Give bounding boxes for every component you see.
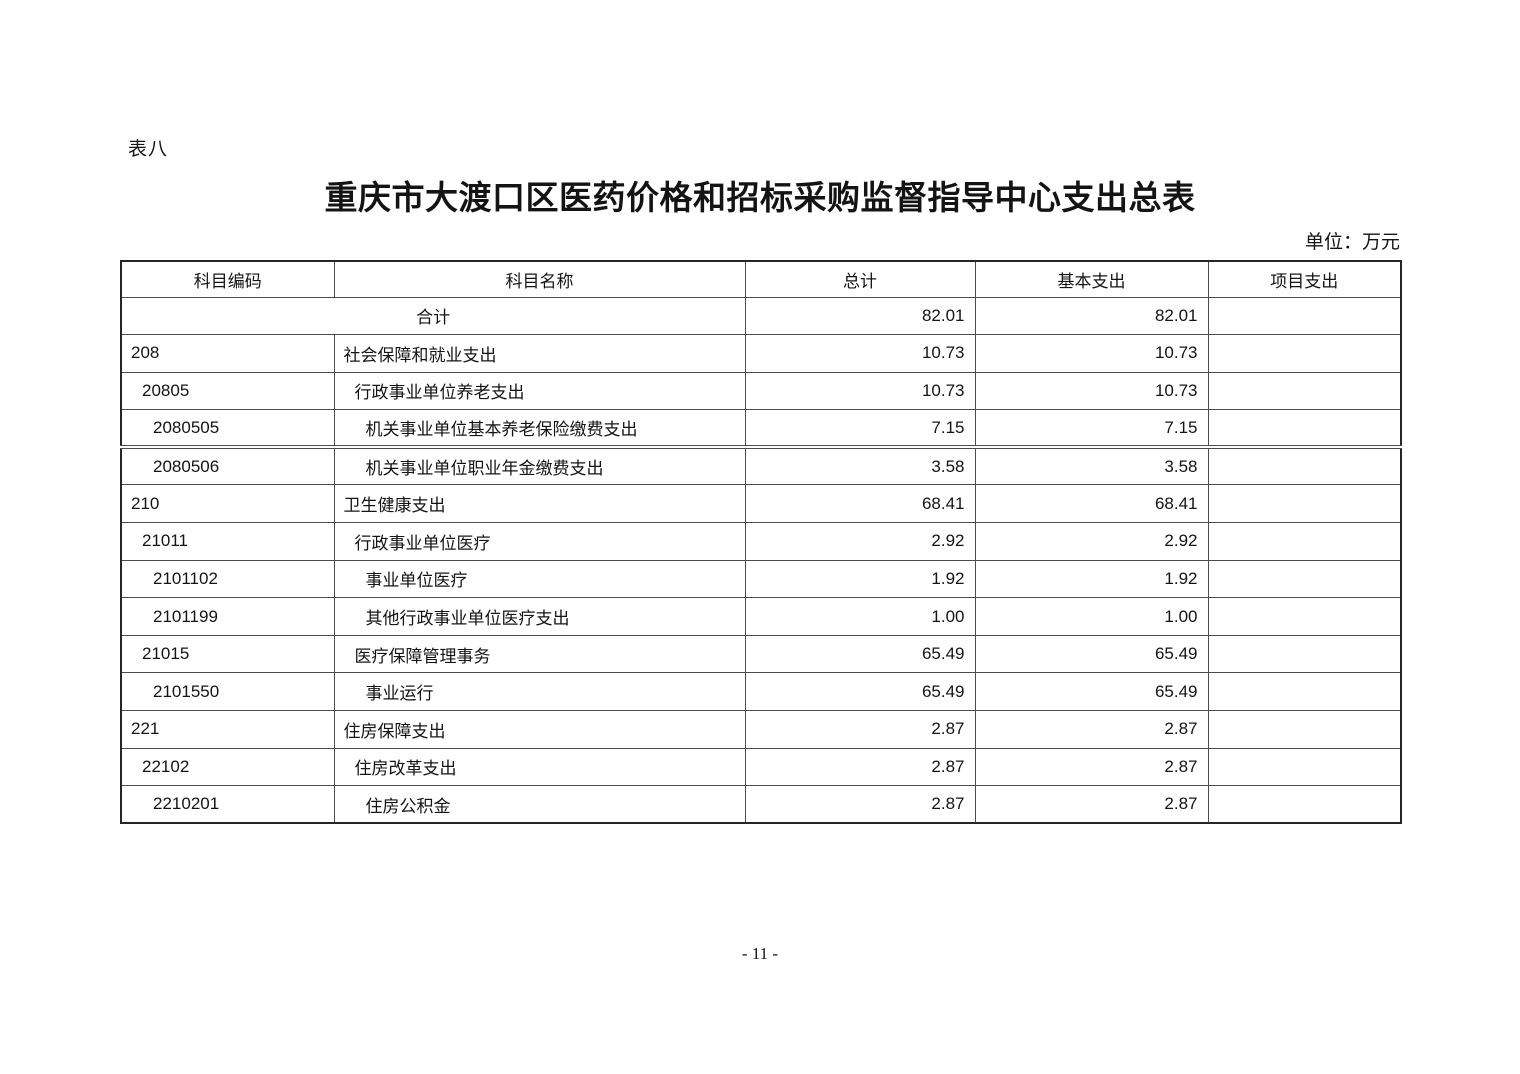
basic-amount-cell: 82.01	[974, 296, 1209, 336]
project-amount-cell	[1207, 409, 1402, 448]
subject-name-cell: 机关事业单位基本养老保险缴费支出	[333, 409, 746, 448]
subject-name-cell: 事业单位医疗	[333, 559, 746, 599]
basic-amount-cell: 2.92	[974, 522, 1209, 561]
subject-name-cell: 医疗保障管理事务	[333, 634, 746, 674]
subject-code-cell: 20805	[120, 371, 335, 411]
subject-code-cell: 2101199	[120, 597, 335, 636]
subject-code-cell: 221	[120, 710, 335, 749]
project-amount-cell	[1207, 371, 1402, 411]
column-header-basic-expenditure: 基本支出	[974, 260, 1209, 298]
basic-amount-cell: 1.92	[974, 559, 1209, 599]
project-amount-cell	[1207, 597, 1402, 636]
page-number: - 11 -	[741, 944, 779, 963]
basic-amount-cell: 3.58	[974, 445, 1209, 486]
subject-name-cell: 其他行政事业单位医疗支出	[333, 597, 746, 636]
subject-name-cell: 住房保障支出	[333, 710, 746, 749]
total-label-cell: 合计	[120, 296, 746, 336]
basic-amount-cell: 10.73	[974, 371, 1209, 411]
column-header-subject-name: 科目名称	[333, 260, 746, 298]
total-amount-cell: 10.73	[744, 371, 976, 411]
table-row: 2101102 事业单位医疗 1.92 1.92	[120, 559, 1402, 599]
project-amount-cell	[1207, 445, 1402, 486]
expenditure-summary-table: 科目编码 科目名称 总计 基本支出 项目支出 合计 82.01 82.01 208 社会…	[120, 260, 1402, 825]
project-amount-cell	[1207, 522, 1402, 561]
project-amount-cell	[1207, 484, 1402, 524]
column-header-project-expenditure: 项目支出	[1207, 260, 1402, 298]
subject-code-cell: 21015	[120, 634, 335, 674]
subject-code-cell: 21011	[120, 522, 335, 561]
project-amount-cell	[1207, 710, 1402, 749]
subject-name-cell: 行政事业单位养老支出	[333, 371, 746, 411]
project-amount-cell	[1207, 634, 1402, 674]
table-row: 2101199 其他行政事业单位医疗支出 1.00 1.00	[120, 597, 1402, 636]
basic-amount-cell: 65.49	[974, 672, 1209, 712]
table-row: 208 社会保障和就业支出 10.73 10.73	[120, 334, 1402, 373]
total-amount-cell: 2.92	[744, 522, 976, 561]
table-row: 221 住房保障支出 2.87 2.87	[120, 710, 1402, 749]
basic-amount-cell: 65.49	[974, 634, 1209, 674]
table-row: 22102 住房改革支出 2.87 2.87	[120, 747, 1402, 787]
subject-code-cell: 2210201	[120, 785, 335, 824]
total-amount-cell: 2.87	[744, 747, 976, 787]
table-row: 21011 行政事业单位医疗 2.92 2.92	[120, 522, 1402, 561]
table-row: 2210201 住房公积金 2.87 2.87	[120, 785, 1402, 824]
total-amount-cell: 2.87	[744, 785, 976, 824]
table-row: 2080505 机关事业单位基本养老保险缴费支出 7.15 7.15	[120, 409, 1402, 448]
total-amount-cell: 68.41	[744, 484, 976, 524]
project-amount-cell	[1207, 672, 1402, 712]
total-amount-cell: 3.58	[744, 445, 976, 486]
total-amount-cell: 10.73	[744, 334, 976, 373]
basic-amount-cell: 7.15	[974, 409, 1209, 448]
subject-name-cell: 住房公积金	[333, 785, 746, 824]
basic-amount-cell: 1.00	[974, 597, 1209, 636]
subject-name-cell: 卫生健康支出	[333, 484, 746, 524]
subject-name-cell: 住房改革支出	[333, 747, 746, 787]
project-amount-cell	[1207, 785, 1402, 824]
subject-name-cell: 行政事业单位医疗	[333, 522, 746, 561]
column-header-subject-code: 科目编码	[120, 260, 335, 298]
table-row-total: 合计 82.01 82.01	[120, 296, 1402, 336]
subject-name-cell: 事业运行	[333, 672, 746, 712]
project-amount-cell	[1207, 747, 1402, 787]
subject-name-cell: 机关事业单位职业年金缴费支出	[333, 445, 746, 486]
basic-amount-cell: 68.41	[974, 484, 1209, 524]
total-amount-cell: 2.87	[744, 710, 976, 749]
subject-code-cell: 208	[120, 334, 335, 373]
subject-code-cell: 210	[120, 484, 335, 524]
project-amount-cell	[1207, 334, 1402, 373]
basic-amount-cell: 2.87	[974, 747, 1209, 787]
subject-code-cell: 2080505	[120, 409, 335, 448]
total-amount-cell: 1.92	[744, 559, 976, 599]
page-title: 重庆市大渡口区医药价格和招标采购监督指导中心支出总表	[324, 181, 1196, 217]
basic-amount-cell: 2.87	[974, 785, 1209, 824]
table-label: 表八	[128, 139, 169, 160]
subject-code-cell: 22102	[120, 747, 335, 787]
total-amount-cell: 82.01	[744, 296, 976, 336]
table-header-row: 科目编码 科目名称 总计 基本支出 项目支出	[120, 260, 1402, 298]
subject-code-cell: 2101102	[120, 559, 335, 599]
basic-amount-cell: 10.73	[974, 334, 1209, 373]
project-amount-cell	[1207, 296, 1402, 336]
column-header-total: 总计	[744, 260, 976, 298]
total-amount-cell: 7.15	[744, 409, 976, 448]
subject-code-cell: 2101550	[120, 672, 335, 712]
subject-code-cell: 2080506	[120, 445, 335, 486]
table-row: 20805 行政事业单位养老支出 10.73 10.73	[120, 371, 1402, 411]
table-row: 21015 医疗保障管理事务 65.49 65.49	[120, 634, 1402, 674]
total-amount-cell: 65.49	[744, 672, 976, 712]
unit-note: 单位：万元	[1304, 232, 1400, 253]
table-row: 210 卫生健康支出 68.41 68.41	[120, 484, 1402, 524]
total-amount-cell: 1.00	[744, 597, 976, 636]
total-amount-cell: 65.49	[744, 634, 976, 674]
table-row: 2080506 机关事业单位职业年金缴费支出 3.58 3.58	[120, 445, 1402, 486]
basic-amount-cell: 2.87	[974, 710, 1209, 749]
table-row: 2101550 事业运行 65.49 65.49	[120, 672, 1402, 712]
project-amount-cell	[1207, 559, 1402, 599]
subject-name-cell: 社会保障和就业支出	[333, 334, 746, 373]
